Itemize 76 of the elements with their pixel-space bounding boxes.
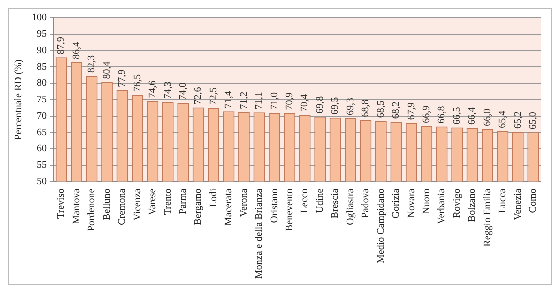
x-tick-label: Trento [162, 188, 174, 216]
x-tick-label: Lucca [498, 188, 509, 214]
data-label: 71,2 [238, 92, 250, 110]
x-tick-label: Como [528, 188, 540, 214]
data-label: 66,0 [482, 108, 494, 126]
data-label: 87,9 [56, 37, 68, 55]
y-tick-label: 70 [37, 110, 47, 122]
x-tick-label: Medio Campidano [376, 188, 387, 264]
data-label: 67,9 [406, 102, 418, 120]
x-tick-label: Mantova [71, 188, 82, 224]
data-label: 71,0 [269, 92, 280, 110]
data-label: 69,8 [314, 96, 326, 114]
x-tick-label: Reggio Emilia [482, 188, 494, 247]
y-axis-title: Percentuale RD (%) [14, 60, 25, 140]
x-tick-label: Lodi [208, 188, 220, 208]
x-tick-label: Gorizia [391, 188, 402, 219]
data-label: 68,8 [360, 100, 372, 118]
x-tick-label: Nuoro [421, 188, 432, 214]
y-tick-label: 55 [37, 160, 47, 172]
data-label: 70,9 [284, 92, 296, 110]
data-label: 68,2 [391, 102, 402, 120]
data-label: 71,4 [224, 91, 235, 109]
data-label: 68,5 [376, 100, 387, 118]
y-tick-label: 50 [37, 176, 47, 188]
data-label: 82,3 [86, 55, 98, 73]
data-label: 66,8 [436, 106, 448, 124]
x-tick-label: Venezia [512, 188, 524, 220]
x-tick-label: Brescia [330, 188, 342, 219]
x-tick-label: Lecco [300, 188, 311, 214]
x-tick-label: Verona [238, 188, 250, 218]
x-tick-label: Rovigo [452, 188, 463, 218]
data-label: 74,3 [162, 82, 174, 100]
x-tick-label: Monza e della Brianza [254, 188, 266, 279]
y-tick-label: 75 [37, 94, 47, 106]
data-label: 65,2 [512, 111, 524, 129]
data-label: 65,0 [528, 112, 540, 130]
data-label: 70,4 [300, 94, 311, 112]
x-tick-label: Oristano [269, 188, 280, 224]
data-label: 80,4 [102, 62, 113, 80]
x-tick-label: Benevento [284, 188, 296, 232]
data-label: 66,5 [452, 107, 463, 125]
y-tick-label: 60 [37, 144, 47, 155]
data-label: 86,4 [71, 42, 82, 60]
data-label: 72,6 [193, 87, 204, 105]
x-tick-label: Bergamo [193, 188, 204, 226]
y-tick-label: 90 [37, 45, 47, 56]
data-label: 74,6 [148, 80, 159, 98]
data-label: 74,0 [178, 82, 189, 100]
y-tick-label: 95 [37, 29, 47, 40]
x-tick-label: Pordenone [86, 188, 98, 232]
y-tick-label: 80 [37, 78, 47, 90]
data-label: 71,1 [254, 92, 266, 110]
x-tick-label: Treviso [56, 188, 68, 219]
data-label: 77,9 [117, 70, 128, 88]
data-label: 76,5 [132, 74, 144, 92]
x-tick-label: Bolzano [467, 188, 478, 222]
x-tick-label: Padova [360, 188, 372, 218]
x-tick-label: Cremona [117, 188, 128, 226]
x-tick-label: Varese [148, 188, 159, 216]
y-tick-label: 65 [37, 127, 47, 138]
y-tick-label: 85 [37, 62, 47, 73]
data-label: 65,4 [498, 110, 509, 128]
x-tick-label: Belluno [102, 188, 113, 220]
x-tick-label: Novara [406, 188, 418, 218]
data-label: 72,5 [208, 88, 220, 106]
data-label: 66,4 [467, 108, 478, 126]
x-tick-label: Ogliastra [345, 188, 356, 226]
data-label: 69,3 [345, 98, 356, 116]
x-tick-label: Udine [314, 188, 326, 214]
y-tick-label: 100 [32, 12, 47, 24]
x-tick-label: Vicenza [132, 188, 144, 221]
x-tick-label: Macerata [224, 188, 235, 226]
data-label: 69,5 [330, 97, 342, 115]
x-tick-label: Verbania [436, 188, 448, 224]
x-tick-label: Parma [178, 188, 189, 214]
data-label: 66,9 [421, 106, 432, 124]
